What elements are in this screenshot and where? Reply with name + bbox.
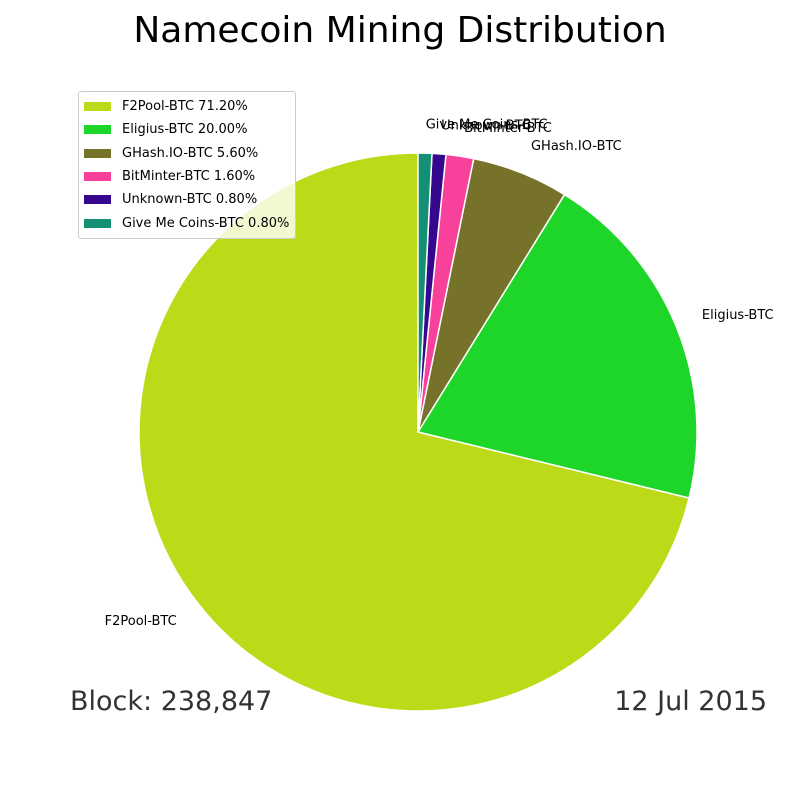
legend-label: GHash.IO-BTC 5.60%	[122, 145, 259, 161]
legend-swatch	[84, 148, 111, 158]
chart-legend: F2Pool-BTC 71.20% Eligius-BTC 20.00% GHash…	[78, 91, 297, 239]
legend-swatch	[84, 172, 111, 182]
block-number: Block: 238,847	[70, 686, 273, 717]
slice-label-eligius-btc: Eligius-BTC	[702, 308, 774, 323]
legend-label: Eligius-BTC 20.00%	[122, 122, 248, 138]
legend-label: F2Pool-BTC 71.20%	[122, 99, 248, 115]
slice-label-unknown-btc: Unknown-BTC	[441, 118, 531, 133]
slice-label-bitminter-btc: BitMinter-BTC	[464, 121, 552, 136]
slice-label-ghash-io-btc: GHash.IO-BTC	[531, 139, 622, 154]
chart-title: Namecoin Mining Distribution	[133, 10, 667, 51]
pie-labels: F2Pool-BTC Eligius-BTC GHash.IO-BTC BitMint…	[105, 118, 774, 629]
legend-item: F2Pool-BTC 71.20%	[84, 95, 289, 118]
legend-label: BitMinter-BTC 1.60%	[122, 169, 256, 185]
pie-slice-give-me-coins-btc	[417, 152, 433, 433]
footer-date: 12 Jul 2015	[614, 686, 767, 717]
legend-item: Give Me Coins-BTC 0.80%	[84, 211, 289, 234]
slice-label-f2pool-btc: F2Pool-BTC	[105, 614, 177, 629]
legend-item: GHash.IO-BTC 5.60%	[84, 142, 289, 165]
legend-item: Eligius-BTC 20.00%	[84, 118, 289, 141]
legend-label: Give Me Coins-BTC 0.80%	[122, 215, 290, 231]
legend-swatch	[84, 218, 111, 228]
legend-swatch	[84, 125, 111, 135]
slice-label-give-me-coins-btc: Give Me Coins-BTC	[426, 118, 548, 133]
legend-swatch	[84, 195, 111, 205]
legend-swatch	[84, 102, 111, 112]
legend-item: BitMinter-BTC 1.60%	[84, 165, 289, 188]
pie-slice-eligius-btc	[417, 193, 698, 499]
legend-item: Unknown-BTC 0.80%	[84, 188, 289, 211]
pie-slices	[138, 152, 698, 712]
legend-label: Unknown-BTC 0.80%	[122, 192, 258, 208]
